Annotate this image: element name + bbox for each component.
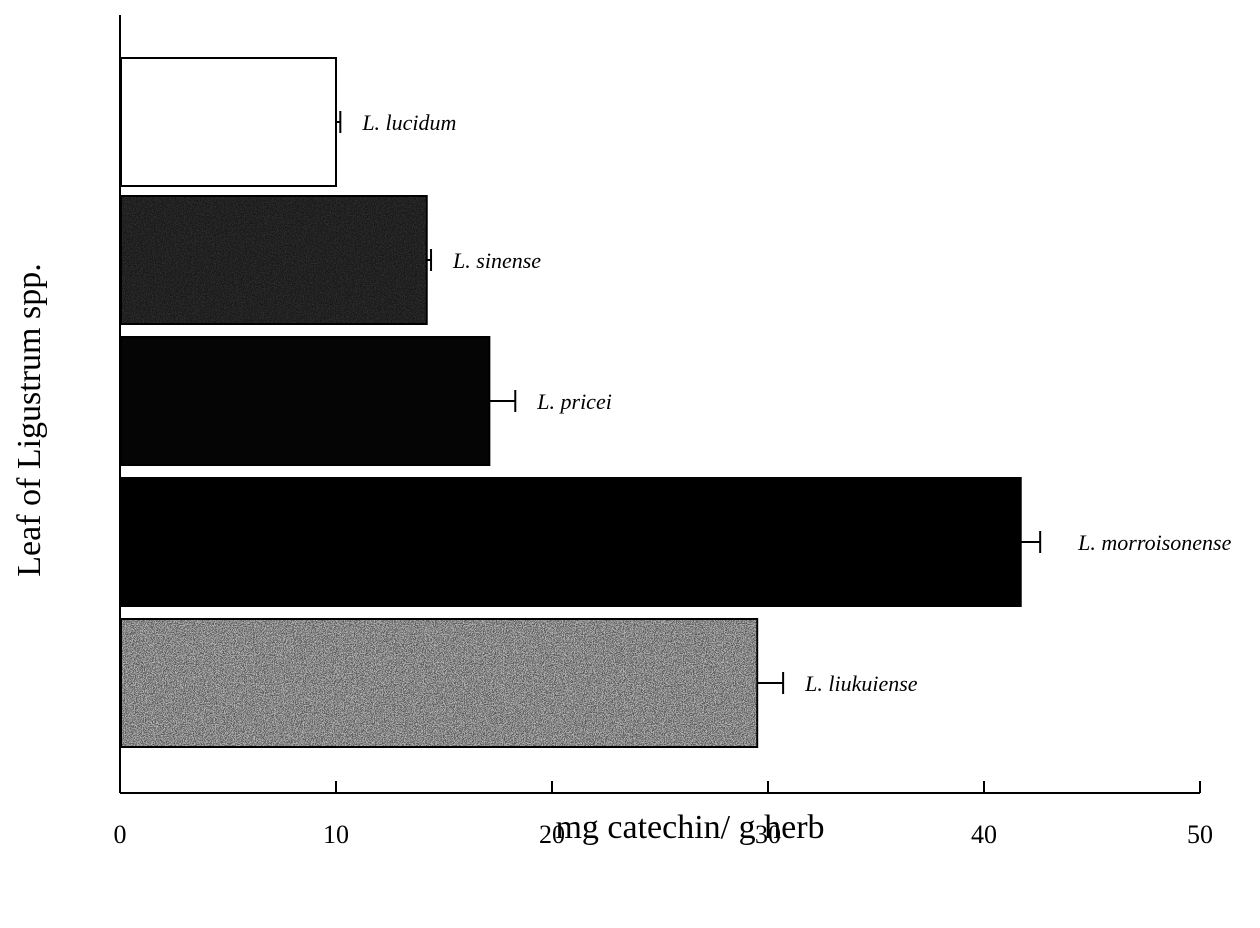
bar-label-1: L. lucidum bbox=[361, 110, 456, 135]
x-tick-label-30: 30 bbox=[755, 820, 781, 849]
bar-texture-5 bbox=[122, 620, 757, 746]
bar-label-3: L. pricei bbox=[536, 389, 612, 414]
bar-label-2: L. sinense bbox=[452, 248, 541, 273]
bar-texture-2 bbox=[122, 197, 426, 323]
bar-1 bbox=[120, 57, 337, 187]
x-tick-label-40: 40 bbox=[971, 820, 997, 849]
x-axis-title: mg catechin/ g herb bbox=[555, 809, 824, 846]
x-tick-label-20: 20 bbox=[539, 820, 565, 849]
bar-label-4: L. morroisonense bbox=[1077, 530, 1231, 555]
plot-area: 0 10 20 30 40 50 L. lucidum L. sinense L. pricei… bbox=[114, 15, 1232, 849]
bar-4 bbox=[120, 477, 1022, 607]
x-tick-label-10: 10 bbox=[323, 820, 349, 849]
bar-3 bbox=[120, 336, 491, 466]
x-tick-label-50: 50 bbox=[1187, 820, 1213, 849]
bar-label-5: L. liukuiense bbox=[804, 671, 918, 696]
x-tick-label-0: 0 bbox=[114, 820, 127, 849]
y-axis-title: Leaf of Ligustrum spp. bbox=[11, 263, 48, 577]
